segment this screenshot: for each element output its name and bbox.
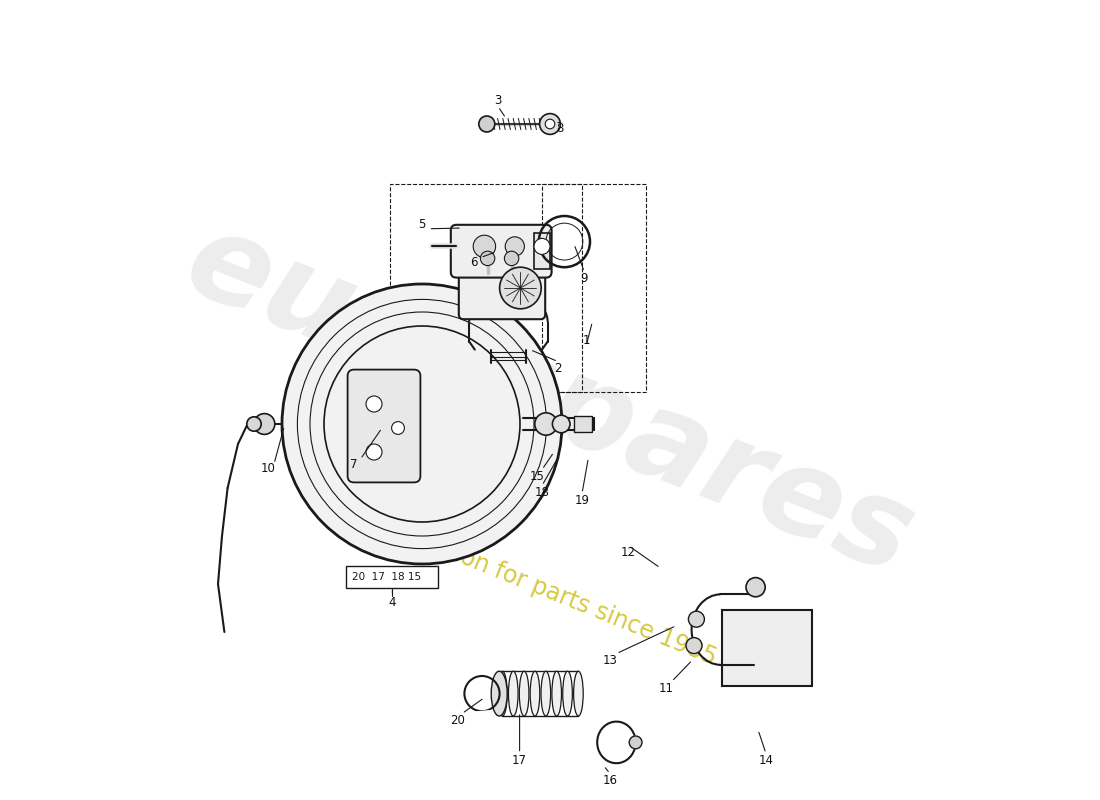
FancyBboxPatch shape bbox=[348, 370, 420, 482]
Ellipse shape bbox=[563, 671, 572, 716]
Ellipse shape bbox=[508, 671, 518, 716]
Text: 13: 13 bbox=[603, 654, 617, 666]
Text: 3: 3 bbox=[494, 94, 502, 106]
Ellipse shape bbox=[541, 671, 551, 716]
Text: eurospares: eurospares bbox=[169, 201, 931, 599]
Text: 8: 8 bbox=[556, 122, 563, 134]
Text: 4: 4 bbox=[388, 596, 396, 609]
Text: 10: 10 bbox=[261, 462, 276, 474]
Text: 14: 14 bbox=[759, 754, 773, 766]
Circle shape bbox=[366, 444, 382, 460]
Text: 15: 15 bbox=[530, 470, 544, 482]
Circle shape bbox=[546, 119, 554, 129]
Ellipse shape bbox=[530, 671, 540, 716]
Circle shape bbox=[689, 611, 704, 627]
Bar bbox=[346, 566, 438, 588]
Text: 16: 16 bbox=[603, 774, 617, 786]
Ellipse shape bbox=[519, 671, 529, 716]
Text: 11: 11 bbox=[659, 682, 673, 694]
Ellipse shape bbox=[497, 671, 507, 716]
Circle shape bbox=[282, 284, 562, 564]
Circle shape bbox=[254, 414, 275, 434]
Text: 20: 20 bbox=[451, 714, 465, 726]
Bar bbox=[542, 184, 646, 392]
Circle shape bbox=[686, 638, 702, 654]
Circle shape bbox=[246, 417, 261, 431]
Circle shape bbox=[478, 116, 495, 132]
Text: 19: 19 bbox=[574, 494, 590, 506]
Ellipse shape bbox=[573, 671, 583, 716]
Circle shape bbox=[629, 736, 642, 749]
FancyBboxPatch shape bbox=[459, 268, 546, 319]
Circle shape bbox=[481, 251, 495, 266]
Circle shape bbox=[746, 578, 766, 597]
Circle shape bbox=[473, 235, 496, 258]
Text: 12: 12 bbox=[620, 546, 636, 558]
Bar bbox=[390, 184, 582, 392]
Text: 7: 7 bbox=[350, 458, 358, 470]
Circle shape bbox=[392, 422, 405, 434]
Ellipse shape bbox=[492, 671, 507, 716]
Bar bbox=[722, 610, 812, 686]
Circle shape bbox=[505, 251, 519, 266]
Text: a passion for parts since 1985: a passion for parts since 1985 bbox=[379, 514, 720, 670]
Text: 1: 1 bbox=[582, 334, 590, 346]
Bar bbox=[534, 233, 550, 269]
Circle shape bbox=[540, 114, 560, 134]
Text: 9: 9 bbox=[581, 272, 589, 285]
Text: 20  17  18 15: 20 17 18 15 bbox=[352, 572, 421, 582]
Text: 6: 6 bbox=[471, 256, 477, 269]
Text: 17: 17 bbox=[513, 754, 527, 766]
Circle shape bbox=[552, 415, 570, 433]
FancyBboxPatch shape bbox=[451, 225, 551, 278]
Circle shape bbox=[505, 237, 525, 256]
Circle shape bbox=[366, 396, 382, 412]
Text: 5: 5 bbox=[418, 218, 426, 230]
Circle shape bbox=[499, 267, 541, 309]
Ellipse shape bbox=[552, 671, 561, 716]
Text: 2: 2 bbox=[554, 362, 562, 374]
Text: 18: 18 bbox=[535, 486, 549, 498]
Circle shape bbox=[534, 238, 550, 254]
Circle shape bbox=[535, 413, 558, 435]
Bar bbox=[574, 416, 592, 432]
